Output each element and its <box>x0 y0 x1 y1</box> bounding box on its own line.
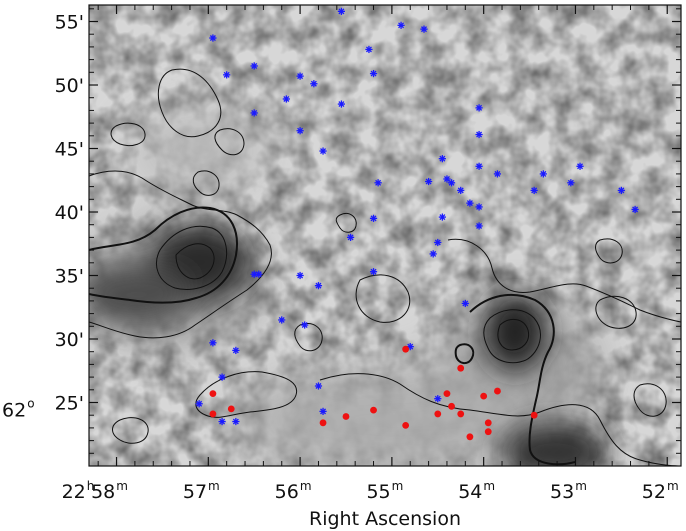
star-marker <box>438 213 446 221</box>
star-marker <box>475 104 483 112</box>
star-marker <box>232 346 240 355</box>
source-dot <box>484 419 492 427</box>
star-marker <box>255 270 263 278</box>
source-dot <box>319 419 327 427</box>
source-dot <box>402 421 410 429</box>
y-tick-labels: 62o 25' 30' 35' 40' 45' 50' 55' <box>2 12 84 422</box>
star-marker <box>424 177 433 186</box>
star-marker <box>314 282 323 290</box>
star-marker <box>567 179 575 187</box>
x-tick-label: 22h <box>62 479 95 503</box>
y-tick-label: 55' <box>55 12 84 34</box>
star-marker <box>218 373 226 381</box>
star-marker <box>461 299 469 308</box>
star-marker <box>420 25 428 33</box>
star-marker <box>282 95 290 103</box>
source-dot <box>227 405 235 413</box>
source-dot <box>370 406 377 414</box>
source-dot <box>209 390 217 398</box>
star-marker <box>475 162 483 170</box>
markers <box>195 7 639 441</box>
star-marker <box>475 203 483 211</box>
star-marker <box>337 7 346 15</box>
star-marker <box>319 407 327 415</box>
source-dot <box>448 402 455 410</box>
star-marker <box>457 186 465 195</box>
star-marker <box>310 80 318 88</box>
star-marker <box>319 147 327 155</box>
source-dot <box>443 390 451 398</box>
star-marker <box>346 233 355 242</box>
star-marker <box>250 270 258 278</box>
star-marker <box>434 395 442 403</box>
star-marker <box>466 199 474 207</box>
x-tick-label: 52m <box>642 479 679 503</box>
star-marker <box>218 417 226 426</box>
star-marker <box>438 155 446 163</box>
x-tick-label: 57m <box>183 479 220 503</box>
star-marker <box>397 21 405 29</box>
x-tick-label: 53m <box>550 479 587 503</box>
star-marker <box>337 100 346 108</box>
star-marker <box>374 179 382 187</box>
star-marker <box>209 34 217 42</box>
star-marker <box>434 238 442 247</box>
star-marker <box>475 130 483 139</box>
star-marker <box>576 162 584 170</box>
x-tick-label: 58m <box>91 479 128 503</box>
star-marker <box>296 271 304 280</box>
y-tick-label: 25' <box>55 393 84 415</box>
star-marker <box>493 170 502 178</box>
x-tick-label: 56m <box>275 479 312 503</box>
axis-ticks <box>89 5 681 466</box>
source-dot <box>494 387 501 395</box>
source-dot <box>342 413 350 420</box>
star-marker <box>429 250 437 258</box>
y-tick-label: 30' <box>55 329 84 351</box>
star-marker <box>232 417 240 426</box>
source-dot <box>457 364 465 372</box>
x-tick-label: 54m <box>458 479 495 503</box>
star-marker <box>539 170 547 178</box>
star-marker <box>223 71 231 79</box>
contours <box>89 68 681 466</box>
source-dot <box>209 410 217 418</box>
star-marker <box>301 321 309 329</box>
star-marker <box>250 62 258 70</box>
star-marker <box>530 186 538 195</box>
star-marker <box>369 268 378 276</box>
star-marker <box>447 179 456 187</box>
star-marker <box>475 222 483 230</box>
density-map <box>89 5 681 466</box>
star-marker <box>296 72 304 80</box>
star-marker <box>369 214 378 222</box>
star-marker <box>631 205 639 214</box>
star-marker <box>278 316 286 324</box>
source-dot <box>457 410 465 418</box>
star-marker <box>369 69 378 78</box>
source-dot <box>530 411 538 419</box>
plot-frame <box>88 4 682 467</box>
star-marker <box>314 382 323 390</box>
star-marker <box>296 127 304 135</box>
y-tick-label: 45' <box>55 139 84 161</box>
star-marker <box>209 339 217 347</box>
star-marker <box>365 45 373 54</box>
source-dot <box>402 345 410 353</box>
y-tick-label: 35' <box>55 266 84 288</box>
source-dot <box>466 433 474 441</box>
source-dot <box>480 392 488 400</box>
y-tick-label: 50' <box>55 75 84 97</box>
star-marker <box>617 186 625 195</box>
x-axis-title: Right Ascension <box>309 508 461 530</box>
star-marker <box>250 109 258 117</box>
y-degree-label: 62o <box>2 397 35 422</box>
source-dot <box>484 428 492 436</box>
x-tick-label: 55m <box>366 479 403 503</box>
y-tick-label: 40' <box>55 202 84 224</box>
star-marker <box>195 400 203 408</box>
source-dot <box>434 410 442 418</box>
